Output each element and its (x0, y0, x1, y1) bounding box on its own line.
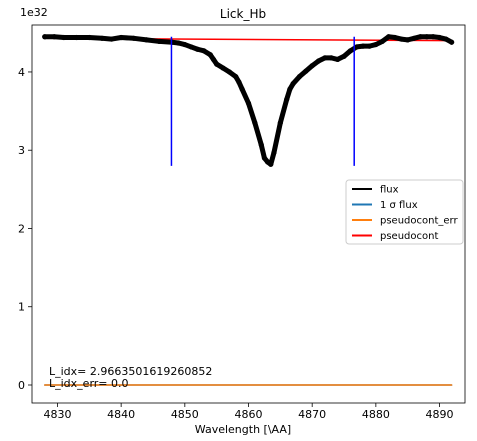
flux-point (245, 100, 252, 106)
x-tick-label: 4880 (362, 408, 390, 421)
flux-point (366, 43, 373, 49)
flux-point (436, 34, 443, 41)
annotation-l-idx: L_idx= 2.9663501619260852 (49, 365, 212, 378)
x-tick-label: 4860 (235, 408, 263, 421)
flux-point (392, 34, 398, 41)
y-tick-label: 2 (18, 222, 25, 235)
legend-box (345, 179, 464, 245)
flux-point (61, 34, 67, 41)
flux-point (99, 35, 105, 41)
flux-point (322, 55, 328, 61)
flux-point (277, 120, 283, 126)
flux-point (131, 35, 137, 41)
axis-ticks: 4830 4840 4850 4860 4870 4880 4890 0 1 2 3 4 (18, 66, 454, 421)
flux-point (207, 52, 213, 58)
flux-point (118, 34, 124, 41)
flux-point (335, 56, 341, 63)
flux-point (417, 34, 424, 40)
flux-point (328, 55, 334, 61)
x-tick-label: 4830 (43, 408, 71, 421)
x-tick-label: 4890 (426, 408, 454, 421)
x-tick-label: 4840 (107, 408, 135, 421)
flux-point (175, 40, 182, 46)
y-tick-label: 4 (18, 66, 25, 79)
legend-label-flux: flux (380, 185, 399, 196)
flux-point (424, 34, 430, 40)
flux-point (398, 36, 404, 42)
legend-label-pseudocont: pseudocont (380, 231, 438, 242)
x-tick-label: 4870 (298, 408, 326, 421)
flux-point (214, 61, 220, 67)
y-tick-label: 0 (18, 379, 25, 392)
flux-point (405, 37, 411, 43)
flux-point (210, 56, 217, 63)
flux-point (354, 44, 360, 50)
flux-point (220, 65, 226, 71)
y-scale-label: 1e32 (20, 6, 48, 19)
flux-point (182, 41, 188, 48)
flux-point (347, 48, 353, 54)
flux-point (261, 155, 268, 161)
legend-label-pseudocont-err: pseudocont_err (380, 216, 458, 227)
flux-point (271, 149, 277, 156)
chart-title: Lick_Hb (220, 7, 266, 21)
flux-point (226, 69, 232, 75)
flux-point (194, 46, 201, 52)
flux-point (315, 58, 322, 64)
series-line-flux (42, 34, 455, 167)
flux-point (42, 34, 48, 40)
x-tick-label: 4850 (171, 408, 199, 421)
flux-point (385, 34, 392, 40)
flux-point (258, 142, 264, 148)
flux-point (201, 48, 207, 54)
flux-point (309, 63, 315, 69)
flux-point (156, 38, 162, 45)
flux-point (449, 39, 455, 45)
annotation-l-idx-err: L_idx_err= 0.0 (49, 377, 129, 390)
flux-point (341, 53, 347, 59)
flux-point (144, 37, 150, 43)
flux-point (86, 34, 92, 41)
flux-point (303, 68, 309, 74)
flux-point (290, 81, 296, 87)
y-tick-label: 3 (18, 144, 25, 157)
flux-point (284, 96, 290, 102)
flux-point (379, 38, 385, 45)
flux-point (411, 35, 417, 41)
flux-point (51, 34, 57, 40)
annotations: L_idx= 2.9663501619260852 L_idx_err= 0.0 (49, 365, 212, 390)
legend: flux 1 σ flux pseudocont_err pseudocont (345, 179, 464, 245)
flux-point (239, 86, 245, 92)
legend-label-1-flux: 1 σ flux (380, 200, 418, 211)
flux-point (252, 120, 258, 126)
x-axis-label: Wavelength [\AA] (195, 423, 291, 436)
flux-point (360, 43, 366, 49)
flux-point (188, 44, 194, 50)
flux-point (108, 36, 115, 42)
flux-point (443, 36, 449, 42)
flux-point (73, 34, 80, 41)
flux-point (268, 161, 274, 167)
y-tick-label: 1 (18, 301, 25, 314)
flux-point (287, 86, 293, 92)
flux-point (296, 74, 303, 80)
flux-point (430, 34, 436, 40)
flux-point (236, 79, 242, 85)
flux-point (373, 41, 379, 48)
flux-point (233, 74, 239, 80)
